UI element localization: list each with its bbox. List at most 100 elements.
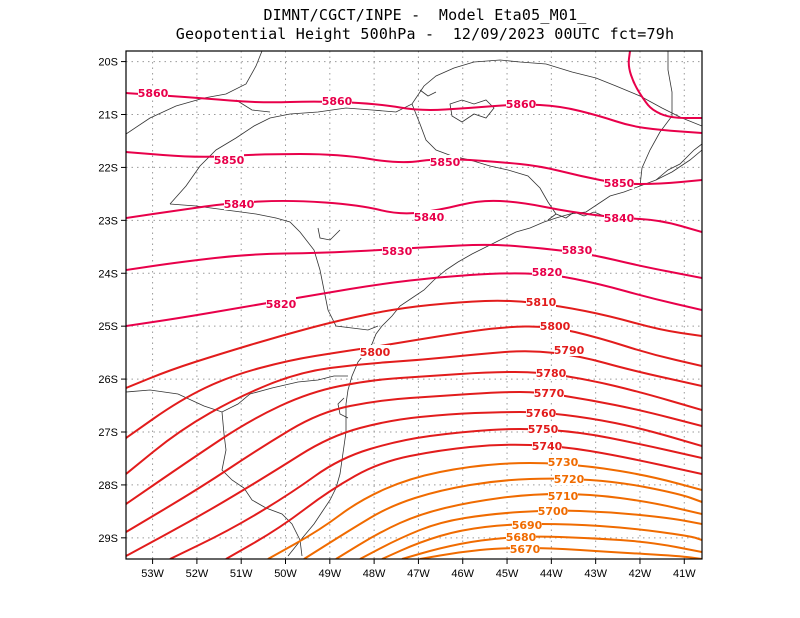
state-border [169,61,475,205]
contour-label-bg [506,97,536,110]
contour-label-bg [536,366,566,379]
x-tick-label: 50W [274,568,297,580]
state-border [655,143,702,181]
y-tick-label: 27S [98,427,118,439]
state-border [169,203,379,331]
contour-label-bg [526,295,556,308]
y-tick-label: 20S [98,57,118,69]
contour-label-bg [382,244,412,257]
contour-label-bg [532,265,562,278]
contour-label: 5680 [506,531,537,544]
map-title-line1: DIMNT/CGCT/INPE - Model Eta05_M01_ [263,6,587,24]
coastline [287,149,702,557]
y-tick-label: 29S [98,533,118,545]
state-border [473,59,702,127]
contour-label-bg [224,197,254,210]
y-tick-label: 28S [98,480,118,492]
contour-label-bg [510,542,540,555]
x-tick-label: 41W [673,568,696,580]
y-tick-label: 23S [98,215,118,227]
contour-line-5730 [267,462,702,559]
state-border [317,227,341,241]
contour-label-bg [414,210,444,223]
x-tick-label: 45W [496,568,519,580]
contour-label-bg [360,345,390,358]
contour-line-5710 [335,492,702,559]
contour-label-bg [604,211,634,224]
contour-line-5770 [126,390,702,533]
x-tick-label: 43W [584,568,607,580]
contour-label: 5790 [554,344,585,357]
contour-label: 5860 [138,87,169,100]
contour-line-5740 [225,443,702,559]
contour-label: 5820 [532,266,563,279]
contour-line-5680 [401,535,702,559]
contour-label-bg [554,343,584,356]
contour-label: 5770 [534,387,565,400]
contour-label: 5840 [414,211,445,224]
contour-label: 5820 [266,298,297,311]
contour-label-bg [532,439,562,452]
contour-label: 5850 [214,154,245,167]
y-tick-label: 25S [98,321,118,333]
contour-line-5820 [126,272,702,327]
x-tick-label: 52W [186,568,209,580]
contour-label: 5840 [604,212,635,225]
contour-label: 5800 [360,346,391,359]
contour-label-bg [528,422,558,435]
contour-label-bg [322,94,352,107]
y-tick-label: 21S [98,110,118,122]
reservoir [419,89,437,97]
x-tick-label: 46W [451,568,474,580]
x-tick-label: 48W [363,568,386,580]
contour-label: 5760 [526,407,557,420]
contour-label-bg [526,406,556,419]
contour-label: 5860 [506,98,537,111]
contour-line-5810 [126,299,702,389]
x-tick-label: 49W [319,568,342,580]
x-tick-label: 53W [141,568,164,580]
state-border [235,99,271,113]
x-tick-label: 47W [407,568,430,580]
state-border [221,411,303,557]
state-border [411,103,557,215]
y-tick-label: 24S [98,268,118,280]
contour-label-bg [534,386,564,399]
contour-label: 5780 [536,367,567,380]
contour-label-bg [548,455,578,468]
y-tick-label: 22S [98,162,118,174]
contour-labels: 5860 5860 5860 5850 5850 5850 5840 5840 5840 5830… [138,86,635,556]
contour-line-5780 [126,370,702,505]
x-tick-label: 44W [540,568,563,580]
contour-label: 5810 [526,296,557,309]
y-tick-label: 26S [98,374,118,386]
contour-label-bg [538,504,568,517]
contour-label: 5730 [548,456,579,469]
contour-label: 5750 [528,423,559,436]
contour-label: 5700 [538,505,569,518]
coastline-borders [126,51,702,557]
contour-label: 5830 [382,245,413,258]
contour-label-bg [430,155,460,168]
contour-line-5860 [627,51,702,119]
x-tick-label: 51W [230,568,253,580]
contour-label-bg [138,86,168,99]
contour-label-bg [562,243,592,256]
contour-lines [126,51,702,559]
axis-ticks: 53W 52W 51W 50W 49W 48W 47W 46W 45W 44W 43W 42W 41W 2… [98,57,696,580]
contour-label-bg [512,518,542,531]
contour-label: 5710 [548,490,579,503]
reservoir [449,99,495,123]
plot-frame [125,50,703,560]
contour-label: 5850 [604,177,635,190]
contour-line-5700 [359,509,702,559]
contour-label: 5840 [224,198,255,211]
map-title-line2: Geopotential Height 500hPa - 12/09/2023 … [175,25,675,43]
contour-label-bg [604,176,634,189]
contour-label-bg [266,297,296,310]
state-border [126,375,348,413]
contour-label-bg [540,319,570,332]
contour-label: 5670 [510,543,541,556]
contour-label: 5830 [562,244,593,257]
